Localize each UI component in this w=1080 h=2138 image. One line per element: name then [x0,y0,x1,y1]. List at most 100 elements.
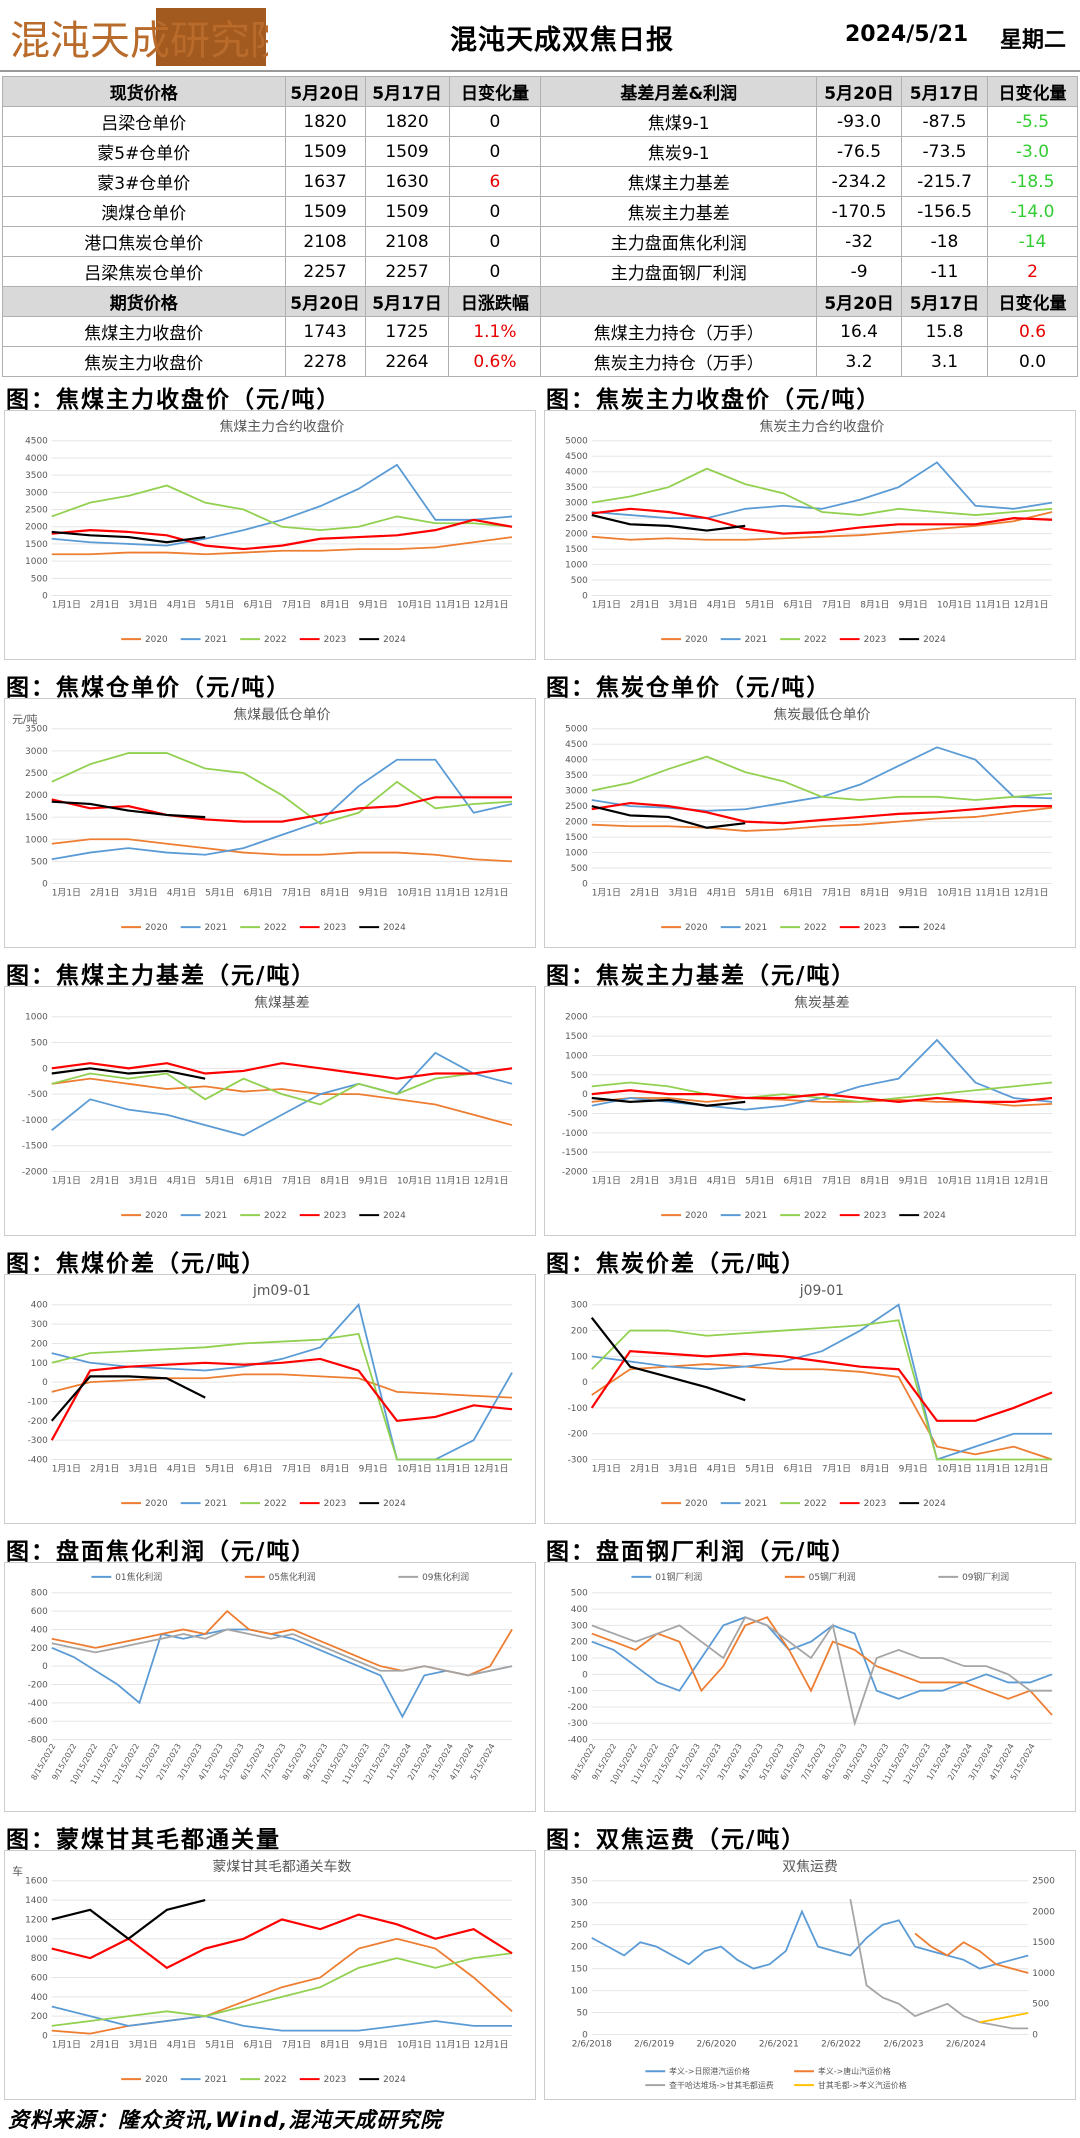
table-cell-b: 2257 [364,256,450,287]
series-line-05钢厂利润 [591,1616,1053,1716]
legend-label: 2023 [324,923,347,933]
y-tick-label: 100 [571,1654,588,1664]
x-tick-label: 5月1日 [205,599,234,610]
table-cell-rb: -73.5 [901,136,988,167]
table-cell-c: 6 [448,166,542,197]
y-tick-label: -2000 [22,1167,48,1177]
series-line-2022 [51,1067,513,1106]
table-cell-b: 1725 [364,316,450,347]
x-tick-label: 8月1日 [860,1463,889,1474]
y-tick-label: 1500 [565,545,588,555]
coke-basis-chart: 焦炭基差 -2000 -1500 -1000 -500 0 500 1000 1500 2000 1… [544,986,1076,1236]
series-line-2021 [51,463,513,547]
x-tick-label: 2/6/2023 [884,2039,924,2049]
y-tick-label: 1500 [25,813,48,823]
x-tick-label: 5月1日 [745,1463,774,1474]
table-cell-rn: 焦煤主力持仓（万手） [540,316,818,347]
y-tick-label: 400 [31,1301,48,1311]
y-tick-label: -300 [28,1436,49,1446]
series-line-2021 [51,2005,513,2032]
legend-label: 2022 [804,923,827,933]
x-tick-label: 7月1日 [282,887,311,898]
x-tick-label: 9月1日 [899,1463,928,1474]
x-tick-label: 10月1日 [937,1175,972,1186]
legend-label: 05钢厂利润 [809,1571,856,1583]
series-line-2021 [591,461,1053,520]
series-line-2021 [51,758,513,861]
y-tick-label: 3000 [25,488,48,498]
series-line-2020 [591,1363,1053,1461]
table-cell-c: 0 [448,136,542,167]
mongolia-coal-customs-chart: 蒙煤甘其毛都通关车数 车 0 200 400 600 800 1000 1200 1400 1600… [4,1850,536,2100]
y-tick-label: 3000 [565,787,588,797]
x-tick-label: 3月1日 [128,887,157,898]
chart-title: 焦煤主力合约收盘价 [219,418,344,435]
x-tick-label: 5月1日 [205,1463,234,1474]
x-tick-label: 3月1日 [128,1175,157,1186]
y-tick-label: 800 [31,1954,48,1964]
legend-label: 2020 [145,2075,168,2085]
table-cell-ra: -9 [816,256,903,287]
x-tick-label: 7月1日 [282,1463,311,1474]
x-tick-label: 7月1日 [282,599,311,610]
x-tick-label: 12月1日 [1014,1463,1049,1474]
y-tick-label: 200 [571,1327,588,1337]
y-tick-label: -1000 [22,1116,48,1126]
y-tick-label: -300 [568,1455,589,1465]
section-title: 图：焦炭价差（元/吨） [546,1251,807,1277]
y-tick-label: 1500 [565,833,588,843]
legend-label: 01钢厂利润 [655,1571,702,1583]
y-tick-label: 1400 [25,1896,48,1906]
series-line-查干哈达堆场->甘其毛都运费 [849,1899,1029,2030]
x-tick-label: 6月1日 [244,599,273,610]
col-header: 基差月差&利润 [540,76,818,107]
chart-title: 焦煤基差 [254,994,310,1011]
legend-label: 查干哈达堆场->甘其毛都运费 [669,2080,774,2090]
series-line-2023 [50,1357,513,1441]
y-tick-label: 4500 [25,437,48,447]
legend-label: 2022 [804,1499,827,1509]
x-tick-label: 1月1日 [52,1175,81,1186]
section-title: 图：蒙煤甘其毛都通关量 [6,1827,281,1853]
coking-coal-basis-chart: 焦煤基差 -2000 -1500 -1000 -500 0 500 1000 1月1日 2月1日 3… [4,986,536,1236]
table-cell-rb: -215.7 [901,166,988,197]
series-line-2024 [590,1316,746,1402]
y-tick-label: -500 [568,1109,589,1119]
table-row: 焦炭主力收盘价 2278 2264 0.6% 焦炭主力持仓（万手） 3.2 3.1 0.0 [2,346,1078,377]
section-title: 图：焦煤仓单价（元/吨） [6,675,292,701]
x-tick-label: 8月1日 [320,2039,349,2050]
y-tick-label: 500 [571,864,588,874]
legend-label: 2020 [685,1211,708,1221]
y-tick-label: -200 [28,1680,49,1690]
y-tick-label: 500 [31,574,48,584]
table-cell-ra: -32 [816,226,903,257]
series-line-2024 [591,1096,746,1107]
col-header: 日变化量 [986,76,1079,107]
x-tick-label: 9月1日 [359,2039,388,2050]
x-tick-label: 2月1日 [90,599,119,610]
x-tick-label: 2月1日 [630,887,659,898]
y-tick-label: -200 [568,1430,589,1440]
legend-label: 2022 [804,1211,827,1221]
series-line-2022 [591,1319,1053,1461]
y-axis-unit: 车 [12,1864,23,1878]
y-tick-label: -1500 [562,1148,588,1158]
x-tick-label: 1月1日 [592,1175,621,1186]
table-cell-rb: 3.1 [901,346,988,377]
x-tick-label: 12月1日 [474,599,509,610]
y-tick-label: 350 [571,1877,588,1887]
x-tick-label: 4月1日 [167,887,196,898]
table-cell-a: 1637 [284,166,366,197]
series-line-孝义->唐山汽运价格 [914,1932,1029,1974]
series-line-01钢厂利润 [591,1616,1053,1700]
report-header: 混沌天成研究院 混沌天成双焦日报 2024/5/21 星期二 [0,0,1080,72]
legend-label: 2022 [264,635,287,645]
table-cell-name: 吕梁焦炭仓单价 [2,256,286,287]
table-cell-name: 吕梁仓单价 [2,106,286,137]
series-line-2024 [591,805,746,829]
table-cell-rb: -11 [901,256,988,287]
y-tick-label: -100 [568,1687,589,1697]
x-tick-label: 11月1日 [435,1463,470,1474]
col-header: 5月20日 [284,76,366,107]
chart-title: 蒙煤甘其毛都通关车数 [213,1858,352,1875]
